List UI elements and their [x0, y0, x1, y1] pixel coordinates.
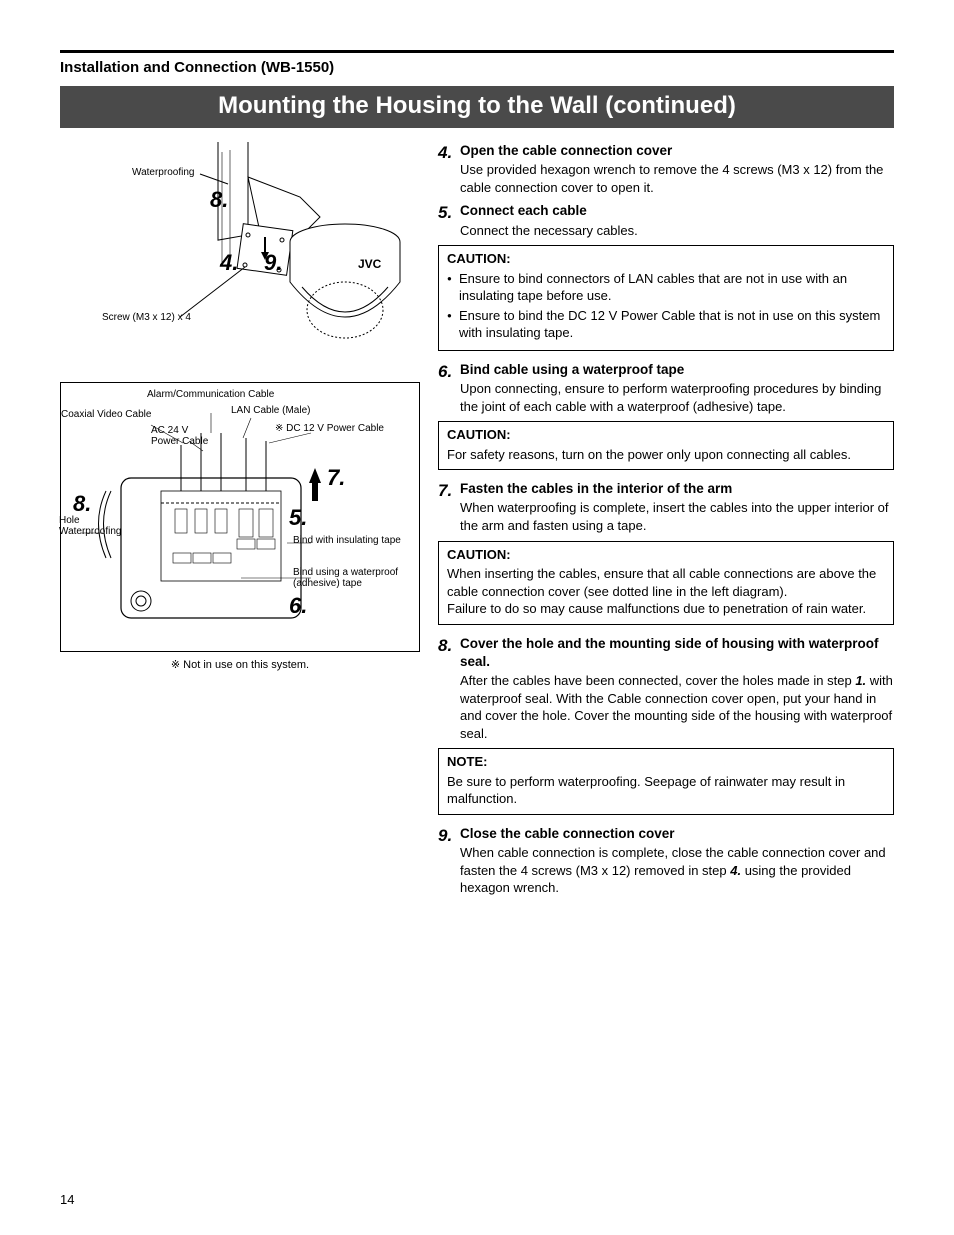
step-8-ref: 1. — [855, 673, 866, 688]
top-rule — [60, 50, 894, 53]
caution-2-label: CAUTION: — [447, 426, 885, 444]
label-hole-wp: Hole Waterproofing — [59, 515, 121, 537]
step-7-text: When waterproofing is complete, insert t… — [460, 499, 894, 534]
label-alarm-cable: Alarm/Communication Cable — [147, 389, 274, 400]
caution-box-3: CAUTION: When inserting the cables, ensu… — [438, 541, 894, 625]
diagram-num-8b: 8. — [73, 491, 91, 517]
diagram-camera-housing: Waterproofing 8. 4. 9. Screw (M3 x 12) x… — [60, 142, 420, 372]
caution-1-label: CAUTION: — [447, 250, 885, 268]
label-bind-insul: Bind with insulating tape — [293, 535, 401, 546]
caution-3-text2: Failure to do so may cause malfunctions … — [447, 600, 885, 618]
step-6-title: Bind cable using a waterproof tape — [460, 361, 894, 379]
right-column: 4. Open the cable connection cover Use p… — [438, 142, 894, 903]
step-9-ref: 4. — [730, 863, 741, 878]
step-9-num: 9. — [438, 825, 460, 897]
step-4: 4. Open the cable connection cover Use p… — [438, 142, 894, 196]
caution-1-bullet-2: Ensure to bind the DC 12 V Power Cable t… — [447, 307, 885, 342]
step-7-title: Fasten the cables in the interior of the… — [460, 480, 894, 498]
step-6-num: 6. — [438, 361, 460, 415]
diagram-num-4: 4. — [220, 250, 238, 276]
step-9: 9. Close the cable connection cover When… — [438, 825, 894, 897]
label-bind-wp: Bind using a waterproof (adhesive) tape — [293, 567, 398, 589]
label-waterproofing: Waterproofing — [132, 167, 194, 178]
label-dc12: ※ DC 12 V Power Cable — [275, 423, 384, 434]
step-4-title: Open the cable connection cover — [460, 142, 894, 160]
step-7: 7. Fasten the cables in the interior of … — [438, 480, 894, 534]
diagram-num-8: 8. — [210, 187, 228, 213]
diagram-num-5: 5. — [289, 505, 307, 531]
note-1-label: NOTE: — [447, 753, 885, 771]
step-5: 5. Connect each cable Connect the necess… — [438, 202, 894, 239]
diagram-num-6: 6. — [289, 593, 307, 619]
step-8: 8. Cover the hole and the mounting side … — [438, 635, 894, 743]
note-box-1: NOTE: Be sure to perform waterproofing. … — [438, 748, 894, 815]
label-lan-cable: LAN Cable (Male) — [231, 405, 310, 416]
caution-3-label: CAUTION: — [447, 546, 885, 564]
step-6-text: Upon connecting, ensure to perform water… — [460, 380, 894, 415]
step-8-num: 8. — [438, 635, 460, 743]
diagram-num-9: 9. — [264, 250, 282, 276]
caution-box-2: CAUTION: For safety reasons, turn on the… — [438, 421, 894, 470]
diagram-num-7: 7. — [327, 465, 345, 491]
note-1-text: Be sure to perform waterproofing. Seepag… — [447, 774, 845, 807]
step-5-num: 5. — [438, 202, 460, 239]
step-4-text: Use provided hexagon wrench to remove th… — [460, 161, 894, 196]
caution-1-bullet-1: Ensure to bind connectors of LAN cables … — [447, 270, 885, 305]
left-column: Waterproofing 8. 4. 9. Screw (M3 x 12) x… — [60, 142, 420, 671]
content-row: Waterproofing 8. 4. 9. Screw (M3 x 12) x… — [60, 142, 894, 903]
step-5-text: Connect the necessary cables. — [460, 222, 894, 240]
caution-3-text1: When inserting the cables, ensure that a… — [447, 565, 885, 600]
step-9-text: When cable connection is complete, close… — [460, 844, 894, 897]
page-number: 14 — [60, 1192, 74, 1207]
caution-box-1: CAUTION: Ensure to bind connectors of LA… — [438, 245, 894, 351]
label-coax-cable: Coaxial Video Cable — [61, 409, 151, 420]
cable-box-svg — [61, 383, 407, 639]
step-9-title: Close the cable connection cover — [460, 825, 894, 843]
caution-2-text: For safety reasons, turn on the power on… — [447, 447, 851, 462]
step-8-text-a: After the cables have been connected, co… — [460, 673, 855, 688]
section-header: Installation and Connection (WB-1550) — [60, 59, 894, 76]
label-brand: JVC — [358, 258, 381, 271]
step-7-num: 7. — [438, 480, 460, 534]
step-8-title: Cover the hole and the mounting side of … — [460, 635, 894, 671]
step-5-title: Connect each cable — [460, 202, 894, 220]
label-ac24: AC 24 V Power Cable — [151, 425, 208, 447]
diagram-cable-box: Alarm/Communication Cable Coaxial Video … — [60, 382, 420, 652]
diagram-footnote: ※ Not in use on this system. — [60, 658, 420, 671]
headline: Mounting the Housing to the Wall (contin… — [60, 86, 894, 128]
label-screw: Screw (M3 x 12) x 4 — [102, 312, 191, 323]
step-4-num: 4. — [438, 142, 460, 196]
step-8-text: After the cables have been connected, co… — [460, 672, 894, 742]
step-6: 6. Bind cable using a waterproof tape Up… — [438, 361, 894, 415]
